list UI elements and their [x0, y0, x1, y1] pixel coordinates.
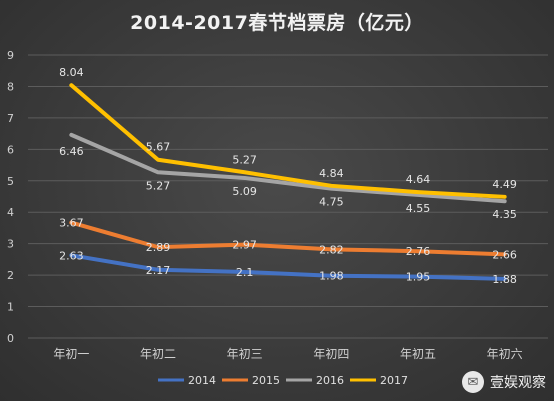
- data-label-2016-4: 4.55: [406, 202, 431, 215]
- y-tick-label-1: 1: [7, 301, 14, 314]
- data-label-2016-0: 6.46: [59, 145, 84, 158]
- y-tick-label-3: 3: [7, 238, 14, 251]
- data-label-2015-0: 3.67: [59, 217, 84, 230]
- x-tick-label-4: 年初五: [400, 347, 436, 361]
- data-label-2014-4: 1.95: [406, 271, 431, 284]
- x-tick-label-2: 年初三: [227, 347, 263, 361]
- legend-label-2016: 2016: [316, 374, 344, 387]
- data-label-2016-1: 5.27: [146, 179, 171, 192]
- x-tick-label-1: 年初二: [140, 347, 176, 361]
- data-label-2015-4: 2.76: [406, 245, 431, 258]
- series-line-2015: [69, 220, 507, 257]
- y-tick-label-6: 6: [7, 143, 14, 156]
- series-line-2017: [69, 83, 507, 199]
- data-label-2016-2: 5.09: [232, 185, 257, 198]
- data-label-2014-2: 2.1: [236, 266, 254, 279]
- data-label-2016-3: 4.75: [319, 196, 344, 209]
- data-label-2016-5: 4.35: [492, 208, 517, 221]
- x-tick-label-0: 年初一: [53, 347, 89, 361]
- legend-label-2014: 2014: [188, 374, 216, 387]
- data-label-2017-1: 5.67: [146, 141, 171, 154]
- data-label-2017-5: 4.49: [492, 178, 517, 191]
- series-line-2016: [69, 132, 507, 204]
- watermark: ✉ 壹娱观察: [462, 371, 546, 393]
- y-tick-label-2: 2: [7, 269, 14, 282]
- y-tick-label-9: 9: [7, 49, 14, 62]
- chart-title: 2014-2017春节档票房（亿元）: [130, 12, 424, 34]
- y-tick-label-7: 7: [7, 112, 14, 125]
- legend-label-2017: 2017: [380, 374, 408, 387]
- data-label-2014-5: 1.88: [492, 273, 517, 286]
- data-label-2015-1: 2.89: [146, 241, 171, 254]
- data-label-2014-0: 2.63: [59, 249, 84, 262]
- data-label-2015-3: 2.82: [319, 243, 344, 256]
- data-label-2015-5: 2.66: [492, 248, 517, 261]
- y-tick-label-4: 4: [7, 206, 14, 219]
- data-label-2017-2: 5.27: [232, 153, 257, 166]
- y-tick-label-5: 5: [7, 175, 14, 188]
- data-label-2017-0: 8.04: [59, 66, 84, 79]
- y-tick-label-0: 0: [7, 332, 14, 345]
- y-tick-label-8: 8: [7, 80, 14, 93]
- wechat-icon: ✉: [462, 371, 484, 393]
- legend-label-2015: 2015: [252, 374, 280, 387]
- data-label-2014-1: 2.17: [146, 264, 171, 277]
- data-label-2017-3: 4.84: [319, 167, 344, 180]
- data-label-2014-3: 1.98: [319, 270, 344, 283]
- x-tick-label-3: 年初四: [313, 347, 349, 361]
- x-tick-label-5: 年初六: [487, 347, 523, 361]
- watermark-text: 壹娱观察: [490, 375, 546, 391]
- data-label-2017-4: 4.64: [406, 173, 431, 186]
- series-line-2014: [69, 253, 507, 281]
- data-label-2015-2: 2.97: [232, 239, 257, 252]
